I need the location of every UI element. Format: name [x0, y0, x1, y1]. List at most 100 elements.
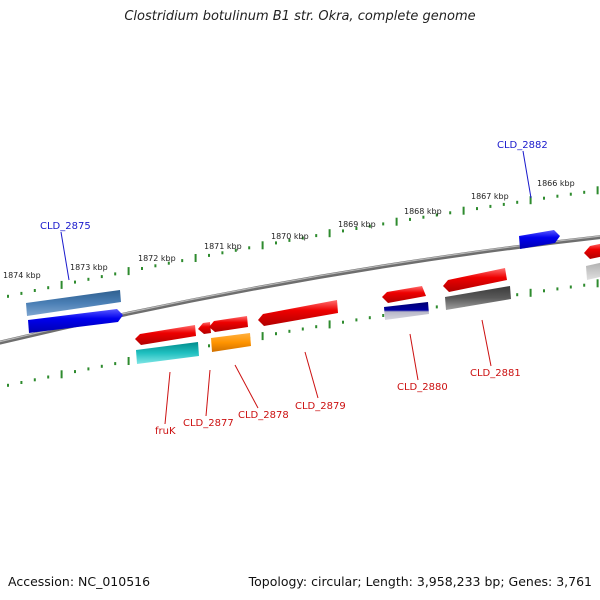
- inner-tick-mark: [342, 320, 344, 324]
- gene-cld-2882[interactable]: [519, 230, 560, 249]
- gene-cld-2880[interactable]: [382, 286, 426, 303]
- accession-text: Accession: NC_010516: [8, 574, 151, 589]
- outer-tick-mark: [181, 259, 184, 263]
- outer-tick-mark: [449, 211, 452, 215]
- gene-cld-2880-feature[interactable]: [384, 302, 429, 320]
- outer-tick-mark: [301, 236, 304, 240]
- gene-cld-2875-cds[interactable]: [28, 309, 123, 333]
- callout-line-cld-2881: [481, 319, 492, 367]
- outer-tick-mark: [167, 261, 170, 265]
- outer-tick-mark: [489, 204, 492, 208]
- gene-label-cld-2880[interactable]: CLD_2880: [397, 382, 448, 393]
- gene-fruk[interactable]: [135, 325, 196, 345]
- outer-tick-mark: [502, 202, 505, 206]
- inner-tick-mark: [87, 367, 90, 371]
- gene-cld-2879[interactable]: [258, 300, 338, 326]
- outer-tick-mark: [33, 289, 36, 292]
- outer-tick-mark: [60, 280, 63, 289]
- outer-tick-mark: [194, 254, 197, 262]
- outer-tick-mark: [154, 264, 157, 268]
- outer-tick-mark: [328, 229, 331, 238]
- outer-tick-mark: [208, 253, 210, 257]
- outer-tick-mark: [315, 234, 318, 238]
- inner-tick-mark: [47, 375, 50, 379]
- tick-label-1869: 1869 kbp: [338, 220, 376, 229]
- outer-tick-mark: [529, 196, 532, 205]
- callout-line-cld-2882: [522, 150, 532, 199]
- inner-tick-mark: [7, 383, 9, 387]
- tick-label-1866: 1866 kbp: [537, 179, 575, 188]
- gene-cld-2878[interactable]: [209, 316, 248, 332]
- inner-tick-mark: [208, 344, 210, 348]
- outer-tick-mark: [342, 229, 344, 233]
- gene-fruk-feature[interactable]: [136, 342, 199, 364]
- outer-tick-mark: [583, 190, 586, 194]
- callout-line-cld-2880: [409, 333, 419, 381]
- inner-tick-mark: [543, 289, 545, 293]
- gene-cld-2881[interactable]: [443, 268, 507, 292]
- inner-tick-mark: [301, 327, 304, 331]
- inner-tick-mark: [275, 332, 277, 336]
- callout-line-cld-2877: [205, 369, 211, 417]
- outer-tick-mark: [74, 280, 76, 284]
- tick-label-1873: 1873 kbp: [70, 263, 108, 272]
- outer-tick-mark: [288, 238, 291, 242]
- gene-label-cld-2877[interactable]: CLD_2877: [183, 418, 234, 429]
- gene-cld-2877[interactable]: [198, 322, 211, 334]
- map-title: Clostridium botulinum B1 str. Okra, comp…: [124, 9, 476, 24]
- outer-tick-mark: [382, 222, 385, 226]
- gene-offscreen-grey[interactable]: [586, 262, 600, 280]
- outer-tick-mark: [422, 215, 425, 219]
- inner-tick-mark: [516, 293, 519, 297]
- outer-tick-mark: [100, 275, 103, 279]
- gene-label-cld-2882[interactable]: CLD_2882: [497, 140, 548, 151]
- tick-label-1872: 1872 kbp: [138, 254, 176, 263]
- outer-tick-mark: [556, 194, 559, 198]
- tick-label-1867: 1867 kbp: [471, 192, 509, 201]
- gene-label-cld-2875[interactable]: CLD_2875: [40, 221, 91, 232]
- inner-tick-mark: [127, 357, 130, 365]
- inner-tick-mark: [435, 305, 438, 309]
- callout-line-fruk: [164, 371, 171, 425]
- gene-label-cld-2881[interactable]: CLD_2881: [470, 368, 521, 379]
- outer-tick-mark: [127, 267, 130, 276]
- outer-tick-mark: [462, 206, 465, 215]
- gene-cld-2875-feature[interactable]: [26, 290, 121, 316]
- gene-label-fruk[interactable]: fruK: [155, 426, 176, 437]
- gene-cld-2881-feature[interactable]: [445, 286, 511, 310]
- gene-offscreen-red[interactable]: [584, 243, 600, 259]
- outer-tick-mark: [476, 207, 478, 211]
- outer-tick-mark: [221, 251, 224, 255]
- tick-label-1868: 1868 kbp: [404, 207, 442, 216]
- inner-tick-mark: [20, 381, 23, 384]
- outer-tick-mark: [409, 217, 411, 221]
- outer-tick-mark: [275, 241, 277, 245]
- inner-tick-mark: [596, 279, 599, 288]
- callout-line-cld-2875: [60, 231, 70, 281]
- outer-tick-mark: [516, 200, 519, 204]
- tick-label-1871: 1871 kbp: [204, 242, 242, 251]
- inner-tick-mark: [529, 288, 532, 297]
- inner-tick-mark: [583, 283, 586, 287]
- callout-line-cld-2879: [304, 351, 319, 399]
- inner-tick-mark: [382, 314, 385, 317]
- gene-cld-2878-feature[interactable]: [211, 333, 251, 352]
- callout-line-cld-2878: [234, 364, 259, 409]
- outer-tick-mark: [20, 291, 23, 295]
- inner-tick-mark: [100, 364, 103, 368]
- inner-tick-mark: [556, 287, 559, 291]
- outer-tick-mark: [596, 186, 599, 195]
- inner-tick-mark: [74, 370, 76, 374]
- outer-tick-mark: [543, 196, 545, 200]
- outer-tick-mark: [7, 294, 9, 298]
- inner-tick-mark: [114, 362, 117, 366]
- outer-tick-mark: [47, 286, 50, 290]
- gene-label-cld-2879[interactable]: CLD_2879: [295, 401, 346, 412]
- tick-label-1874: 1874 kbp: [3, 271, 41, 280]
- outer-tick-mark: [114, 272, 117, 276]
- outer-tick-mark: [248, 246, 251, 250]
- gene-label-cld-2878[interactable]: CLD_2878: [238, 410, 289, 421]
- inner-tick-mark: [328, 320, 331, 329]
- outer-tick-mark: [234, 248, 237, 252]
